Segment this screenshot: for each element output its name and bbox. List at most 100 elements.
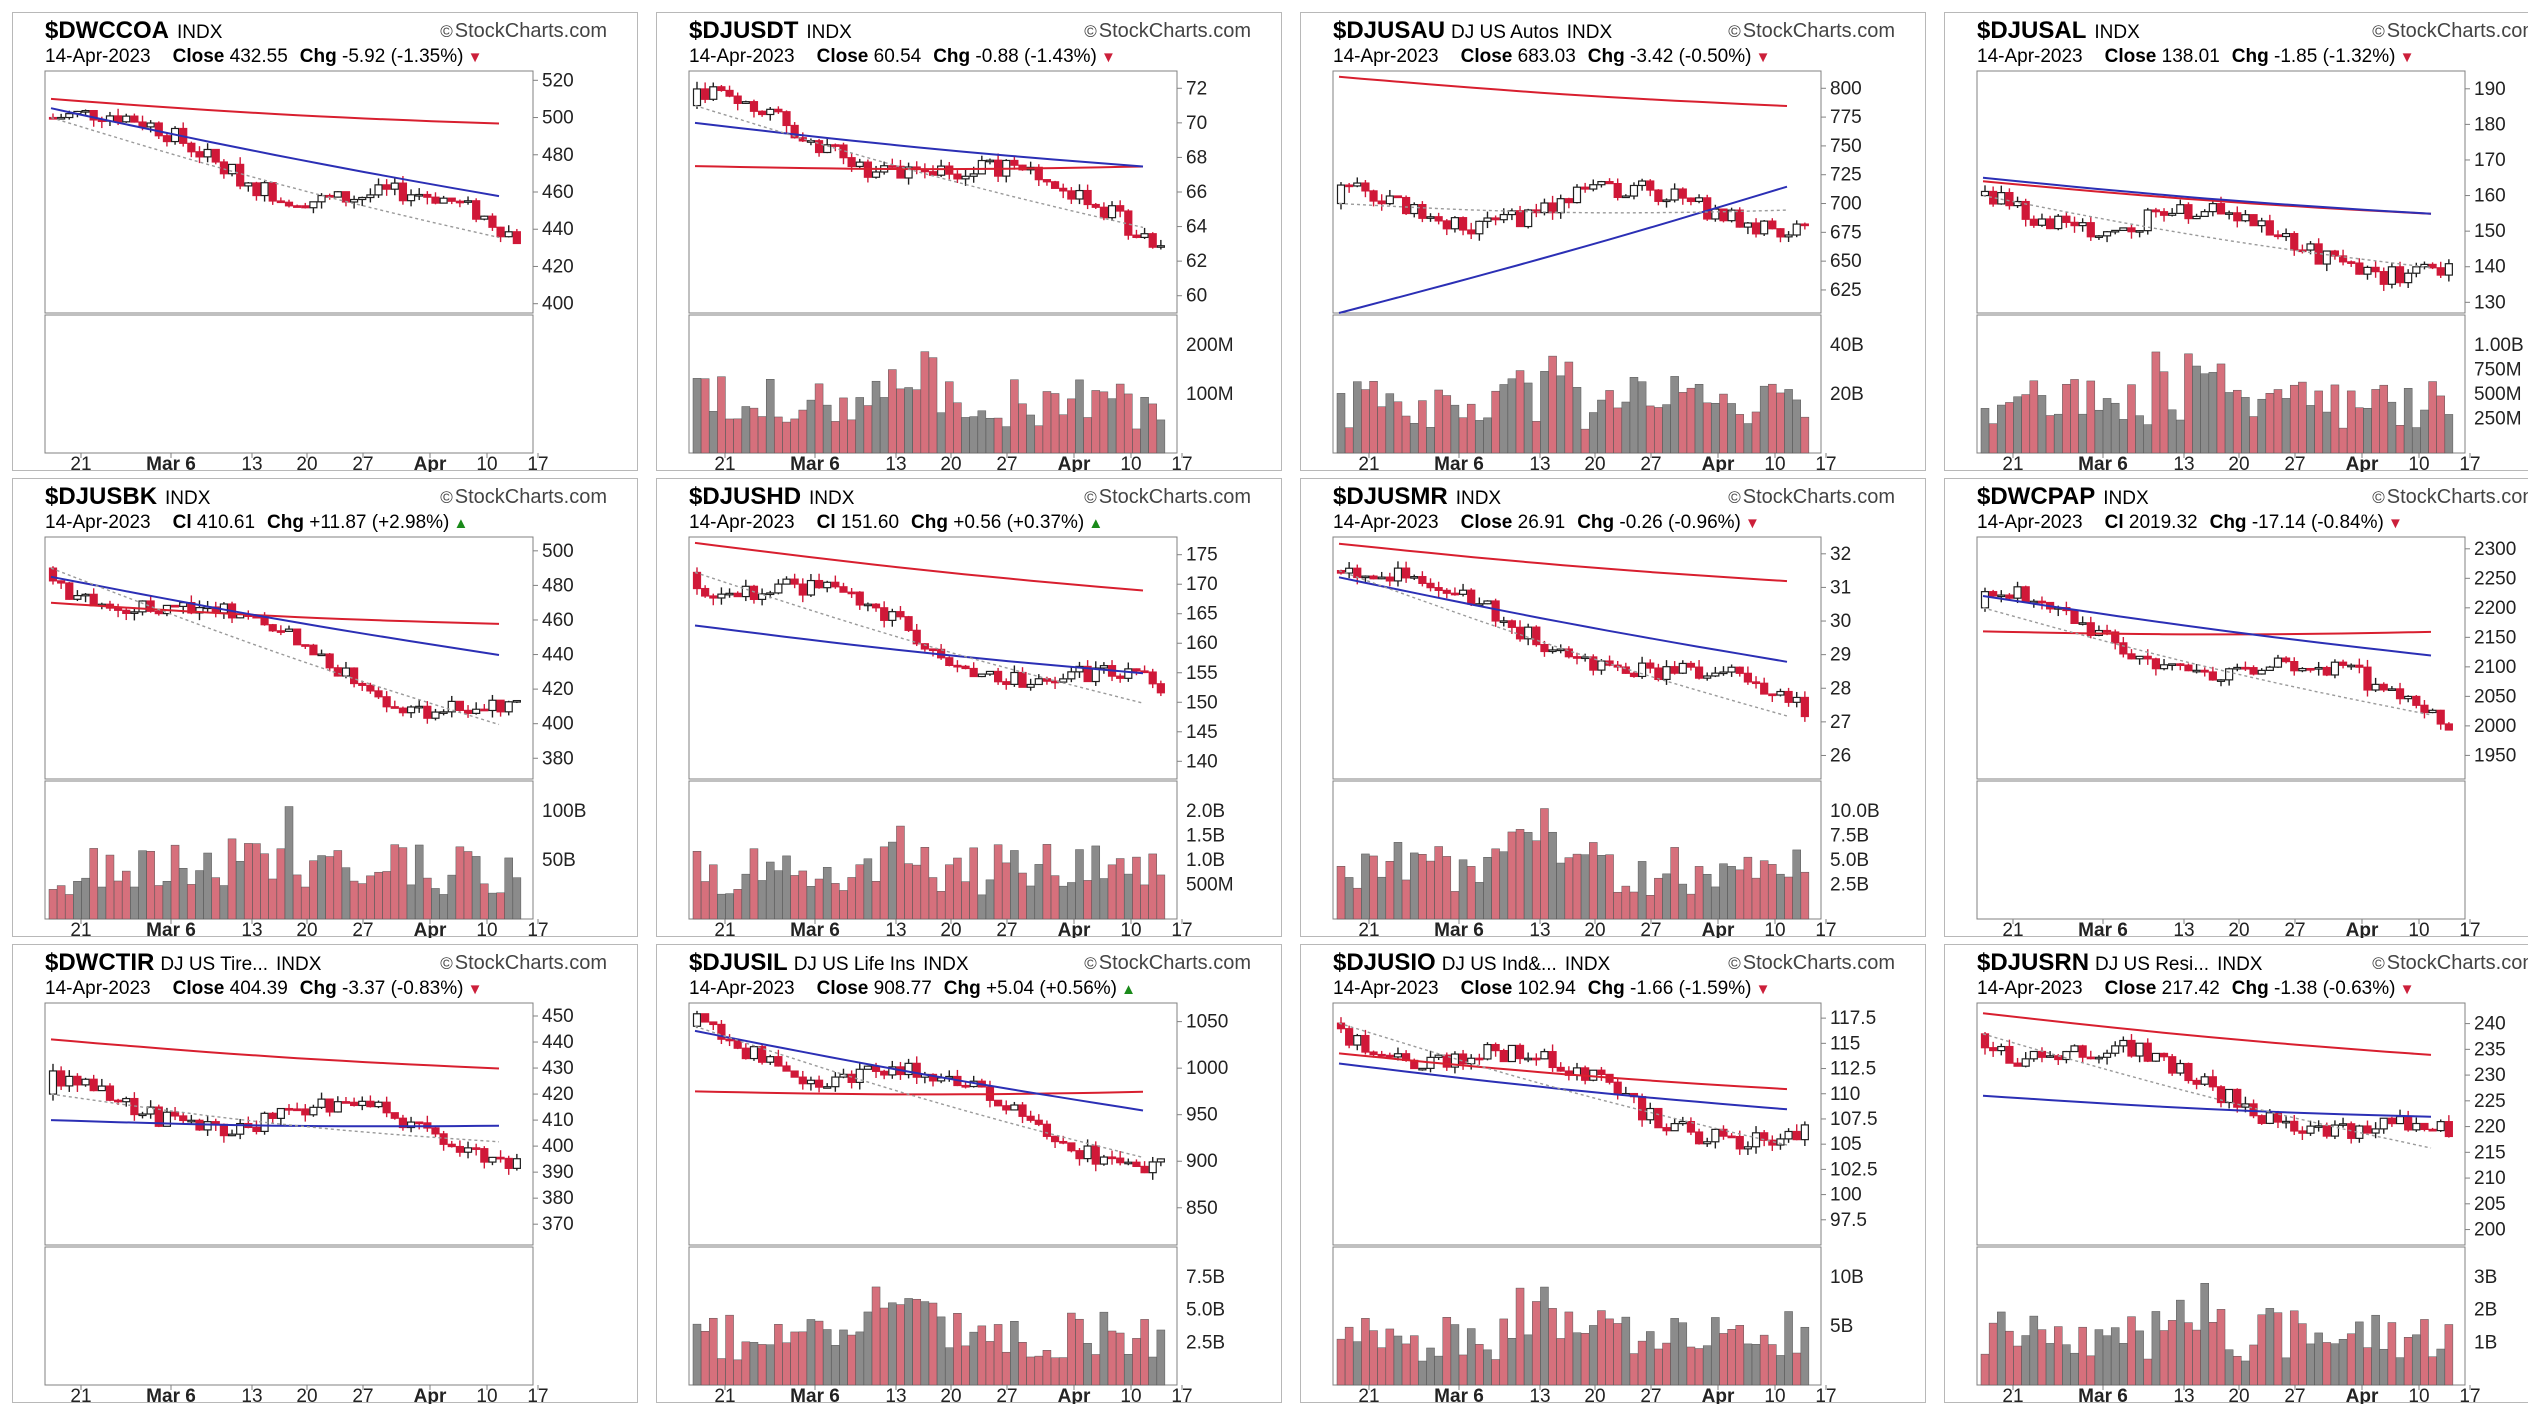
close-label: Cl — [816, 512, 836, 533]
candle — [2338, 249, 2348, 266]
volume-bar — [1132, 856, 1141, 920]
x-tick-label: Mar 6 — [790, 920, 840, 938]
symbol-label[interactable]: $DJUSBK — [45, 483, 158, 510]
volume-bar — [1997, 404, 2006, 454]
candle — [733, 591, 742, 598]
candle — [847, 587, 856, 598]
symbol-label[interactable]: $DJUSHD — [689, 483, 802, 510]
symbol-label[interactable]: $DJUSRN — [1977, 949, 2090, 976]
change-label: Chg — [1577, 512, 1615, 533]
candle — [2119, 1036, 2128, 1053]
candle — [1018, 667, 1027, 688]
candle — [2233, 206, 2242, 228]
volume-bar — [1107, 864, 1117, 920]
brand-watermark: © StockCharts.com — [1728, 20, 1895, 43]
candle — [350, 195, 359, 209]
volume-bar — [1385, 393, 1395, 454]
brand-watermark: © StockCharts.com — [1084, 486, 1251, 509]
candle — [1059, 673, 1068, 683]
candle — [2168, 208, 2177, 217]
volume-bar — [912, 389, 921, 454]
volume-bar — [1010, 850, 1019, 920]
candle — [2159, 208, 2169, 222]
volume-bar — [496, 892, 505, 920]
candle — [1483, 211, 1492, 229]
candle — [2078, 218, 2087, 232]
candle — [814, 138, 824, 157]
price-tick-label: 850 — [1186, 1198, 1218, 1219]
candle — [1361, 1029, 1370, 1055]
volume-bar — [1034, 1355, 1044, 1386]
candle — [293, 204, 302, 208]
candle — [2013, 581, 2022, 604]
volume-bar — [1980, 408, 1990, 454]
volume-bar — [1336, 865, 1346, 920]
volume-bar — [709, 1317, 718, 1386]
candle — [1042, 1120, 1052, 1140]
symbol-label[interactable]: $DJUSDT — [689, 17, 799, 44]
candle — [162, 132, 172, 147]
candle — [912, 623, 921, 647]
volume-bar — [1466, 1328, 1476, 1386]
volume-bar — [1670, 847, 1679, 920]
volume-bar — [1140, 884, 1149, 920]
symbol-label[interactable]: $DWCTIR — [45, 949, 155, 976]
candle — [806, 574, 816, 597]
candle — [823, 1083, 832, 1089]
chart-panel: $DWCPAP INDX © StockCharts.com 14-Apr-2023 Cl… — [1944, 478, 2528, 938]
brand-text: StockCharts.com — [454, 20, 607, 42]
candle — [2208, 200, 2217, 217]
candle — [1132, 229, 1141, 239]
volume-bar — [1115, 858, 1125, 920]
candle — [2021, 585, 2030, 602]
volume-bar — [113, 880, 123, 920]
volume-bar — [2306, 405, 2315, 454]
candle — [2143, 1038, 2152, 1063]
candle — [1002, 678, 1011, 690]
volume-bar — [1711, 402, 1720, 454]
candle — [790, 1070, 799, 1078]
volume-tick-label: 500M — [2474, 384, 2522, 405]
volume-bar — [1148, 403, 1157, 454]
candle — [260, 181, 269, 202]
price-tick-label: 150 — [2474, 221, 2506, 242]
candle — [1572, 1062, 1582, 1081]
candle — [1042, 179, 1052, 186]
candle — [701, 585, 710, 598]
candle — [1564, 197, 1573, 209]
candle — [1800, 1121, 1809, 1146]
chart-panel: $DJUSAL INDX © StockCharts.com 14-Apr-2023 Cl… — [1944, 12, 2528, 472]
candle — [1418, 201, 1427, 223]
candle — [782, 110, 791, 133]
volume-bar — [1532, 421, 1541, 454]
symbol-label[interactable]: $DJUSAU — [1333, 17, 1446, 44]
candle — [496, 1150, 505, 1163]
symbol-label[interactable]: $DJUSAL — [1977, 17, 2087, 44]
volume-tick-label: 5.0B — [1830, 850, 1869, 871]
volume-bar — [1768, 864, 1777, 920]
volume-tick-label: 2.5B — [1186, 1332, 1225, 1353]
volume-bar — [2037, 395, 2047, 454]
symbol-label[interactable]: $DWCPAP — [1977, 483, 2096, 510]
price-tick-label: 117.5 — [1830, 1008, 1876, 1029]
candle — [480, 1146, 489, 1169]
volume-bar — [1018, 1342, 1027, 1386]
candle — [488, 1156, 497, 1166]
candle — [1393, 561, 1403, 587]
candle — [146, 1100, 155, 1119]
candle — [1393, 195, 1403, 199]
candle — [1727, 1133, 1736, 1139]
price-frame — [688, 536, 1178, 780]
symbol-label[interactable]: $DJUSMR — [1333, 483, 1448, 510]
symbol-label[interactable]: $DWCCOA — [45, 17, 169, 44]
volume-bar — [1702, 1345, 1712, 1386]
volume-bar — [757, 880, 767, 920]
candle — [1629, 1092, 1639, 1104]
symbol-label[interactable]: $DJUSIO — [1333, 949, 1436, 976]
symbol-label[interactable]: $DJUSIL — [689, 949, 788, 976]
candle — [1784, 231, 1793, 242]
volume-bar — [1678, 392, 1688, 454]
x-tick-label: 17 — [527, 920, 548, 938]
candle — [1735, 207, 1744, 228]
